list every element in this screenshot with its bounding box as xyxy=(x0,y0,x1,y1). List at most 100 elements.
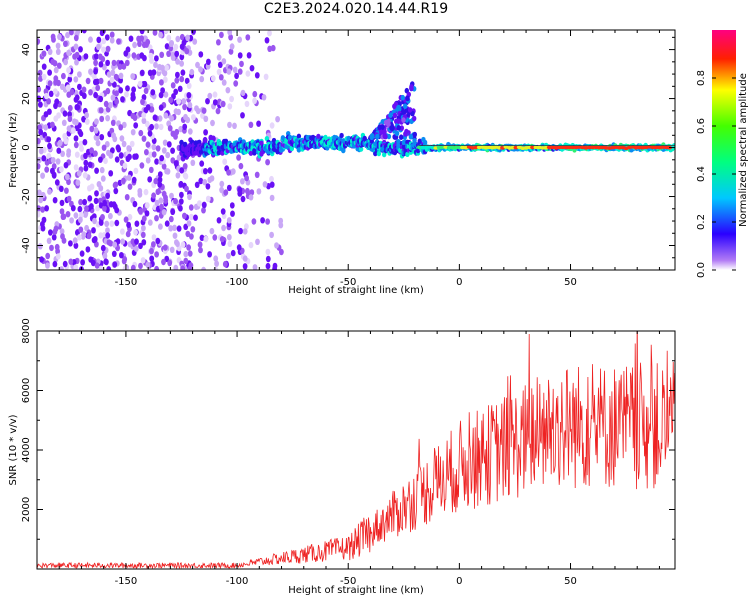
spectrogram-dot xyxy=(242,263,248,270)
spectrogram-dot xyxy=(124,194,130,201)
spectrogram-dot xyxy=(269,194,275,202)
colorbar-label: Normalized spectral amplitude xyxy=(738,73,749,227)
colorbar-tick-label: 0.4 xyxy=(696,166,707,182)
spectrogram-dot xyxy=(37,189,42,196)
spectrogram-dot xyxy=(187,264,193,270)
spectrogram-dot xyxy=(84,205,89,212)
spectrogram-dots xyxy=(37,30,675,270)
spectrogram-dot xyxy=(182,123,188,130)
spectrogram-dot xyxy=(110,69,116,76)
spectrogram-dot xyxy=(65,84,71,91)
spectrogram-dot xyxy=(380,124,385,130)
spectrogram-dot xyxy=(141,41,147,49)
spectrogram-dot xyxy=(197,200,202,207)
spectrogram-dot xyxy=(139,30,145,35)
spectrogram-dot xyxy=(167,259,173,267)
spectrogram-dot xyxy=(154,251,160,258)
spectrogram-dot xyxy=(105,192,110,199)
spectrogram-dot xyxy=(244,174,250,182)
spectrogram-dot xyxy=(155,145,161,152)
spectrogram-dot xyxy=(226,217,232,224)
spectrogram-dot xyxy=(70,205,76,212)
spectrogram-dot xyxy=(161,190,167,198)
spectrogram-dot xyxy=(125,155,131,162)
spectrogram-dot xyxy=(176,154,182,161)
spectrogram-dot xyxy=(400,94,405,101)
spectrogram-dot xyxy=(139,69,145,77)
spectrogram-dot xyxy=(148,52,154,60)
spectrogram-dot xyxy=(194,181,200,188)
spectrogram-dot xyxy=(256,188,262,195)
spectrogram-x-label: Height of straight line (km) xyxy=(288,285,424,296)
spectrogram-dot xyxy=(138,262,143,270)
spectrogram-dot xyxy=(141,224,146,232)
spectrogram-dot xyxy=(102,199,107,207)
spectrogram-dot xyxy=(422,139,428,145)
spectrogram-dot xyxy=(265,262,271,270)
spectrogram-dot xyxy=(237,36,243,43)
spectrogram-dot xyxy=(113,73,119,81)
spectrogram-dot xyxy=(38,148,44,155)
spectrogram-dot xyxy=(63,40,68,47)
spectrogram-dot xyxy=(145,104,151,111)
spectrogram-dot xyxy=(61,213,67,220)
spectrogram-dot xyxy=(151,234,157,241)
spectrogram-dot xyxy=(199,234,205,241)
spectrogram-dot xyxy=(232,66,238,74)
spectrogram-dot xyxy=(80,259,85,266)
spectrogram-dot xyxy=(373,151,378,157)
spectrogram-dot xyxy=(131,52,137,59)
snr-y-tick-label: 2000 xyxy=(21,497,32,522)
spectrogram-dot xyxy=(122,162,128,169)
spectrogram-dot xyxy=(190,226,196,233)
spectrogram-dot xyxy=(65,211,71,218)
spectrogram-dot xyxy=(407,107,413,113)
spectrogram-dot xyxy=(269,122,275,129)
spectrogram-dot xyxy=(296,147,302,153)
spectrogram-dot xyxy=(53,225,59,232)
spectrogram-dot xyxy=(261,94,267,101)
spectrogram-dot xyxy=(66,125,72,132)
spectrogram-y-tick-label: -20 xyxy=(21,188,32,204)
spectrogram-dot xyxy=(111,250,117,257)
spectrogram-dot xyxy=(89,125,95,133)
spectrogram-dot xyxy=(405,151,410,157)
spectrogram-dot xyxy=(221,58,227,65)
spectrogram-dot xyxy=(151,151,157,158)
spectrogram-dot xyxy=(40,206,45,213)
spectrogram-dot xyxy=(152,30,158,36)
spectrogram-dot xyxy=(52,260,58,268)
spectrogram-dot xyxy=(69,30,74,36)
spectrogram-dot xyxy=(202,136,208,144)
spectrogram-dot xyxy=(96,43,101,51)
spectrogram-dot xyxy=(383,119,389,126)
snr-x-label: Height of straight line (km) xyxy=(288,585,424,596)
spectrogram-dot xyxy=(212,99,218,106)
spectrogram-dot xyxy=(274,242,279,249)
spectrogram-dot xyxy=(151,192,157,199)
spectrogram-dot xyxy=(199,160,205,167)
spectrogram-dot xyxy=(59,83,65,91)
spectrogram-dot xyxy=(83,211,88,218)
spectrogram-dot xyxy=(226,252,231,260)
spectrogram-dot xyxy=(93,127,99,134)
spectrogram-dot xyxy=(141,239,147,246)
spectrogram-dot xyxy=(202,179,208,186)
colorbar-tick-label: 0.6 xyxy=(696,118,707,134)
spectrogram-dot xyxy=(376,151,382,157)
spectrogram-dot xyxy=(53,66,59,74)
spectrogram-dot xyxy=(46,98,51,105)
spectrogram-dot xyxy=(48,229,53,236)
spectrogram-dot xyxy=(73,119,79,126)
spectrogram-dot xyxy=(162,70,168,77)
spectrogram-dot xyxy=(85,246,91,253)
spectrogram-dot xyxy=(66,67,71,74)
spectrogram-dot xyxy=(98,77,104,85)
spectrogram-dot xyxy=(173,264,179,270)
spectrogram-dot xyxy=(41,216,47,224)
spectrogram-dot xyxy=(148,151,154,158)
spectrogram-dot xyxy=(101,144,107,151)
spectrogram-dot xyxy=(101,37,107,45)
spectrogram-dot xyxy=(112,81,117,88)
spectrogram-dot xyxy=(109,76,115,84)
